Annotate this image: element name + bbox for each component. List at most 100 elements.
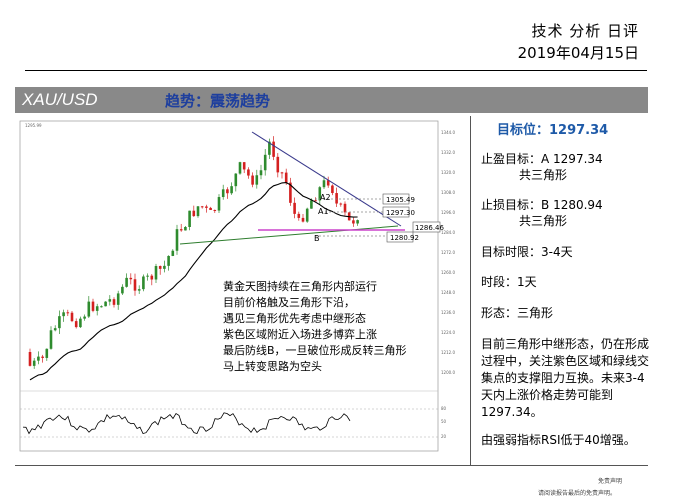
candle-body: [238, 162, 242, 174]
candle-body: [209, 207, 212, 211]
candle-body: [221, 189, 225, 198]
candle-body: [121, 286, 124, 294]
price-tick-label: 1332.00: [441, 150, 455, 155]
take-profit-label: 止盈目标：: [481, 152, 542, 166]
candle-body: [356, 220, 359, 224]
candle-body: [293, 202, 296, 214]
candle-body: [200, 206, 204, 208]
price-box-1305: 1305.49: [382, 193, 415, 205]
candle-body: [226, 189, 229, 194]
commentary-line-3: 遇见三角形优先考虑中继形态: [223, 312, 366, 325]
candle-body: [137, 289, 141, 291]
candle-body: [163, 265, 166, 269]
candlestick-series: [28, 136, 359, 369]
candle-body: [129, 277, 133, 280]
candle-body: [213, 210, 217, 212]
price-tick-label: 1272.00: [441, 250, 455, 255]
candle-body: [280, 172, 284, 174]
candle-body: [326, 180, 330, 186]
candle-body: [158, 266, 162, 269]
price-box-1297-label: 1297.30: [386, 209, 415, 217]
commentary-line-1: 黄金天图持续在三角形内部运行: [223, 279, 377, 293]
candle-body: [205, 206, 208, 208]
price-tick-label: 1236.00: [441, 310, 455, 315]
candle-body: [66, 312, 70, 314]
price-box-1286-label: 1286.46: [415, 224, 444, 232]
triangle-upper-line: [251, 131, 402, 227]
price-box-1280-label: 1280.92: [390, 234, 419, 242]
price-box-1280: 1280.92: [386, 231, 419, 243]
disclaimer-note: 请阅读报告最后的免责声明。: [538, 490, 617, 497]
candle-body: [268, 141, 271, 155]
support-line: [179, 225, 399, 245]
candle-body: [242, 162, 246, 170]
report-title: 技术 分析 日评: [531, 22, 639, 40]
moving-average-line: [29, 182, 358, 381]
commentary-line-6: 马上转变思路为空头: [223, 359, 322, 373]
candle-body: [230, 186, 233, 194]
candle-body: [192, 210, 196, 217]
candle-body: [125, 277, 128, 287]
candle-body: [154, 266, 158, 280]
candle-body: [259, 170, 263, 176]
stop-loss-label: 止损目标：: [481, 198, 542, 212]
price-tick-label: 1224.00: [441, 330, 455, 335]
candle-body: [116, 293, 120, 305]
instrument-bar: XAU/USD 趋势：震荡趋势: [15, 87, 648, 113]
candle-body: [91, 301, 95, 311]
candle-body: [74, 321, 78, 328]
candle-body: [83, 316, 86, 319]
candle-body: [184, 226, 187, 231]
price-box-1297: 1297.30: [382, 206, 415, 218]
report-date: 2019年04月15日: [517, 44, 639, 62]
price-tick-label: 1248.00: [441, 290, 455, 295]
point-label-a2: A2: [320, 193, 331, 202]
candle-body: [314, 200, 317, 202]
price-tick-label: 1212.00: [441, 350, 455, 355]
rsi-tick-label: 20: [441, 434, 447, 439]
candle-body: [87, 301, 91, 317]
candle-body: [28, 352, 32, 366]
price-tick-label: 1320.00: [441, 170, 455, 175]
candle-body: [53, 328, 57, 331]
candle-body: [142, 276, 145, 290]
target-price: 目标位：1297.34: [497, 123, 609, 138]
candle-body: [310, 200, 313, 209]
candle-body: [331, 185, 334, 194]
header-divider: [25, 70, 647, 71]
candle-body: [108, 299, 112, 302]
commentary-line-2: 目前价格触及三角形下沿，: [223, 295, 355, 309]
timeframe: 时段：1天: [481, 275, 537, 289]
candle-body: [335, 193, 338, 204]
take-profit-note: 共三角形: [519, 168, 568, 182]
candle-body: [234, 173, 238, 187]
candle-body: [289, 182, 292, 203]
instrument-symbol: XAU/USD: [22, 90, 98, 109]
candle-body: [49, 330, 53, 349]
candle-body: [41, 356, 44, 358]
take-profit-value: A 1297.34: [541, 152, 603, 166]
candle-body: [150, 275, 154, 280]
stop-loss-value: B 1280.94: [541, 198, 603, 212]
candle-body: [188, 210, 191, 227]
analysis-text: 目前三角形中继形态，仍在形成过程中，关注紫色区域和绿线交集点的支撑阻力互换。未来…: [481, 337, 650, 419]
commentary-line-4: 紫色区域附近入场进多博弈上涨: [223, 327, 377, 341]
candle-body: [272, 141, 275, 157]
candle-body: [45, 348, 49, 358]
candle-body: [318, 187, 322, 201]
candle-body: [301, 217, 305, 222]
chart-commentary: 黄金天图持续在三角形内部运行 目前价格触及三角形下沿， 遇见三角形优先考虑中继形…: [223, 279, 407, 373]
candle-body: [284, 172, 288, 183]
point-label-a1: A1: [318, 207, 329, 216]
rsi-line: [22, 412, 351, 435]
candle-body: [32, 360, 36, 366]
price-box-1286: 1286.46: [412, 221, 444, 233]
candle-body: [95, 306, 99, 311]
candle-body: [79, 318, 82, 328]
commentary-line-5: 最后防线B，一旦破位形成反转三角形: [223, 343, 407, 357]
candle-body: [343, 203, 347, 213]
candle-body: [100, 306, 103, 308]
rsi-note: 由强弱指标RSI低于40增强。: [481, 433, 636, 447]
time-limit: 目标时限：3-4天: [481, 245, 573, 259]
candle-body: [305, 208, 309, 222]
